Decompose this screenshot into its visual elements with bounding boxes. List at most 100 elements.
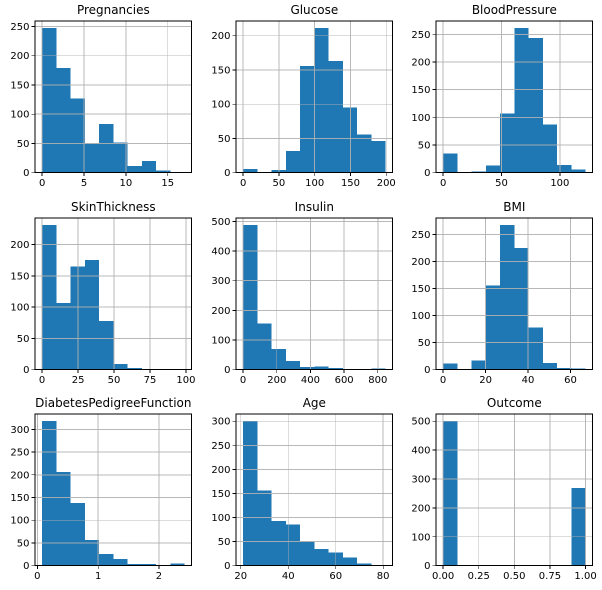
y-tick-label: 150 <box>10 80 29 91</box>
histogram-bar <box>70 503 85 566</box>
x-tick-label: 1 <box>95 572 101 583</box>
y-tick-label: 150 <box>412 85 431 96</box>
y-tick-label: 200 <box>211 465 230 476</box>
y-tick-label: 0 <box>424 562 430 573</box>
chart-title: Pregnancies <box>77 3 150 17</box>
y-tick-label: 250 <box>10 448 29 459</box>
subplot-outcome: 0.00 0.25 0.50 0.75 1.00 0 100 200 300 400 500 Outc… <box>401 393 602 590</box>
chart-canvas: 20 40 60 80 0 50 100 150 200 250 300 Age <box>211 396 393 583</box>
histogram-bar <box>557 164 572 173</box>
y-tick-label: 150 <box>10 493 29 504</box>
histogram-bar <box>543 124 558 173</box>
y-tick-label: 300 <box>10 425 29 436</box>
x-tick-label: 800 <box>368 375 387 386</box>
y-tick-label: 300 <box>211 276 230 287</box>
x-tick-label: 75 <box>144 375 157 386</box>
axes-frame <box>235 217 393 370</box>
x-tick-label: 0 <box>240 178 246 189</box>
chart-title: Glucose <box>290 3 338 17</box>
histogram-bar <box>170 563 185 567</box>
histogram-bar <box>571 169 586 173</box>
y-tick-label: 250 <box>10 22 29 33</box>
y-tick-label: 200 <box>10 51 29 62</box>
histogram-bar <box>571 488 586 566</box>
x-tick-label: 0.25 <box>468 572 490 583</box>
histogram-bar <box>557 367 572 370</box>
chart-title: Age <box>302 396 325 410</box>
histogram-bar <box>370 141 386 173</box>
y-tick-label: 200 <box>211 31 230 42</box>
y-tick-label: 250 <box>412 230 431 241</box>
y-tick-label: 250 <box>211 441 230 452</box>
histogram-bar <box>84 540 100 567</box>
y-tick-label: 200 <box>10 471 29 482</box>
y-tick-label: 200 <box>412 504 431 515</box>
x-tick-label: 10 <box>120 178 133 189</box>
histogram-bar <box>356 134 371 173</box>
y-tick-label: 0 <box>224 168 230 179</box>
y-tick-label: 400 <box>412 446 431 457</box>
chart-canvas: 0 1 2 0 50 100 150 200 250 300 DiabetesPedigreeFun… <box>10 396 193 583</box>
y-tick-label: 100 <box>10 516 29 527</box>
y-tick-label: 150 <box>211 489 230 500</box>
histogram-bar <box>299 541 314 566</box>
histogram-bar <box>486 284 501 370</box>
x-tick-label: 400 <box>301 375 320 386</box>
x-tick-label: 0 <box>440 178 446 189</box>
histogram-bar <box>471 171 487 173</box>
y-tick-label: 50 <box>217 134 230 145</box>
y-tick-label: 0 <box>23 562 29 573</box>
histogram-bar <box>257 323 272 370</box>
histogram-bar <box>84 259 100 370</box>
histogram-bar <box>342 557 357 567</box>
histogram-bar <box>99 320 114 370</box>
histogram-bar <box>70 98 85 173</box>
histogram-bar <box>328 61 343 173</box>
y-tick-label: 0 <box>424 168 430 179</box>
x-tick-label: 15 <box>161 178 174 189</box>
histogram-bar <box>84 143 100 173</box>
y-tick-label: 50 <box>17 334 30 345</box>
histogram-bar <box>285 524 300 567</box>
histogram-bar <box>443 421 458 566</box>
axes-frame <box>235 413 393 567</box>
y-tick-label: 100 <box>211 513 230 524</box>
x-tick-label: 0.75 <box>539 572 561 583</box>
y-tick-label: 250 <box>412 30 431 41</box>
chart-title: DiabetesPedigreeFunction <box>35 396 191 410</box>
y-tick-label: 50 <box>418 140 431 151</box>
histogram-bar <box>42 28 57 173</box>
histogram-bar <box>299 366 314 370</box>
y-tick-label: 200 <box>211 306 230 317</box>
histogram-bar <box>42 224 57 370</box>
x-tick-label: 1.00 <box>575 572 597 583</box>
histogram-bar <box>299 65 314 173</box>
y-tick-label: 500 <box>211 217 230 228</box>
y-tick-label: 100 <box>10 302 29 313</box>
histogram-bar <box>42 421 57 566</box>
histogram-bar <box>99 124 114 173</box>
histogram-bar <box>443 153 458 173</box>
subplot-pregnancies: 0 5 10 15 0 50 100 150 200 250 Pregnancies <box>0 0 201 197</box>
x-tick-label: 100 <box>551 178 570 189</box>
y-tick-label: 200 <box>412 57 431 68</box>
x-tick-label: 200 <box>267 375 286 386</box>
histogram-bar <box>113 142 128 173</box>
y-tick-label: 100 <box>412 113 431 124</box>
y-tick-label: 0 <box>224 562 230 573</box>
histogram-bar <box>271 521 286 567</box>
x-tick-label: 25 <box>72 375 85 386</box>
histogram-bar <box>156 170 171 173</box>
histogram-bar <box>257 490 272 567</box>
histogram-bar <box>99 554 114 567</box>
histogram-bar <box>528 38 544 173</box>
y-tick-label: 200 <box>10 240 29 251</box>
x-tick-label: 20 <box>480 375 493 386</box>
x-tick-label: 5 <box>81 178 87 189</box>
y-tick-label: 100 <box>211 335 230 346</box>
histogram-bar <box>127 564 142 567</box>
x-tick-label: 60 <box>564 375 577 386</box>
histogram-bar <box>56 472 71 567</box>
y-tick-label: 50 <box>17 539 30 550</box>
